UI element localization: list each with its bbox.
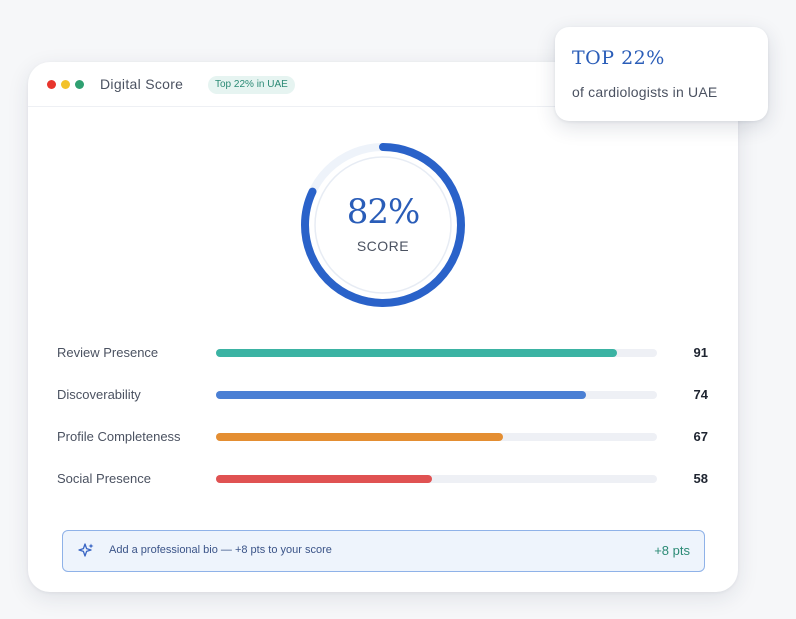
rank-callout: TOP 22% of cardiologists in UAE — [555, 27, 768, 121]
metric-value-social-presence: 58 — [693, 471, 708, 486]
window-titlebar: Digital Score Top 22% in UAE — [28, 62, 738, 107]
metric-track-review-presence — [216, 349, 657, 357]
score-ring-graphic — [301, 143, 465, 307]
improvement-tip[interactable]: Add a professional bio — +8 pts to your … — [62, 530, 705, 572]
window-title: Digital Score — [100, 76, 184, 92]
digital-score-card: Digital Score Top 22% in UAE 82% SCORE R… — [28, 62, 738, 592]
metric-bar-discoverability — [216, 391, 587, 399]
rank-callout-subtitle: of cardiologists in UAE — [572, 84, 718, 100]
metric-bar-review-presence — [216, 349, 618, 357]
score-ring-progress — [301, 143, 465, 307]
metric-value-review-presence: 91 — [693, 345, 708, 360]
metric-bar-profile-completeness — [216, 433, 503, 441]
score-value: 82% — [346, 192, 421, 232]
score-ring-inner — [314, 156, 452, 294]
metric-track-social-presence — [216, 475, 657, 483]
window-close-dot[interactable] — [47, 80, 56, 89]
metric-track-profile-completeness — [216, 433, 657, 441]
metric-track-discoverability — [216, 391, 657, 399]
window-minimize-dot[interactable] — [61, 80, 70, 89]
rank-badge: Top 22% in UAE — [208, 76, 295, 94]
sparkle-icon — [78, 543, 94, 557]
rank-callout-title: TOP 22% — [572, 47, 665, 69]
metric-value-discoverability: 74 — [693, 387, 708, 402]
metric-label-social-presence: Social Presence — [57, 471, 151, 486]
metric-bar-social-presence — [216, 475, 433, 483]
metric-value-profile-completeness: 67 — [693, 429, 708, 444]
tip-text: Add a professional bio — +8 pts to your … — [109, 544, 332, 556]
metric-label-profile-completeness: Profile Completeness — [57, 429, 181, 444]
metric-label-discoverability: Discoverability — [57, 387, 141, 402]
window-maximize-dot[interactable] — [75, 80, 84, 89]
metric-label-review-presence: Review Presence — [57, 345, 159, 360]
tip-points: +8 pts — [654, 543, 690, 558]
score-label: SCORE — [356, 238, 410, 254]
score-ring: 82% SCORE — [298, 140, 468, 310]
